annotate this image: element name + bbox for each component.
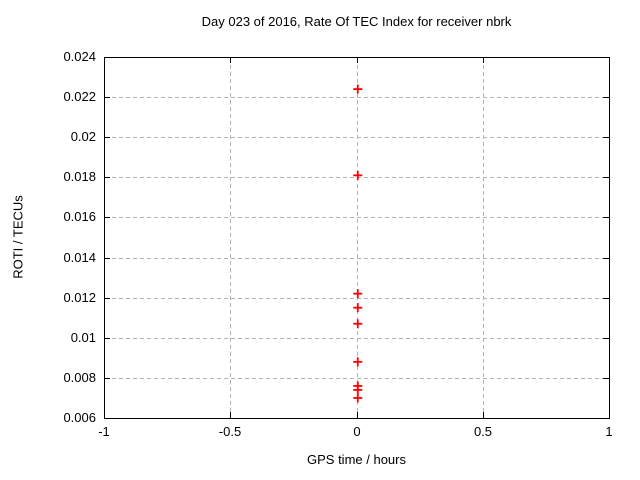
y-tick-label: 0.01 <box>70 330 96 345</box>
y-tick-label: 0.012 <box>63 290 96 305</box>
x-tick-label: 0 <box>353 424 361 439</box>
x-tick-label: -1 <box>98 424 110 439</box>
x-tick-label: -0.5 <box>218 424 242 439</box>
plot-border <box>104 57 610 419</box>
chart-title: Day 023 of 2016, Rate Of TEC Index for r… <box>201 14 512 29</box>
x-tick-label: 0.5 <box>473 424 493 439</box>
y-tick-label: 0.016 <box>63 209 96 224</box>
y-tick-label: 0.024 <box>63 49 96 64</box>
x-tick-label: 1 <box>605 424 613 439</box>
y-tick-label: 0.02 <box>70 129 96 144</box>
y-tick-label: 0.022 <box>63 89 96 104</box>
y-tick-label: 0.014 <box>63 250 96 265</box>
y-tick-label: 0.006 <box>63 410 96 425</box>
y-tick-label: 0.018 <box>63 169 96 184</box>
y-tick-label: 0.008 <box>63 370 96 385</box>
x-axis-label: GPS time / hours <box>307 452 406 467</box>
